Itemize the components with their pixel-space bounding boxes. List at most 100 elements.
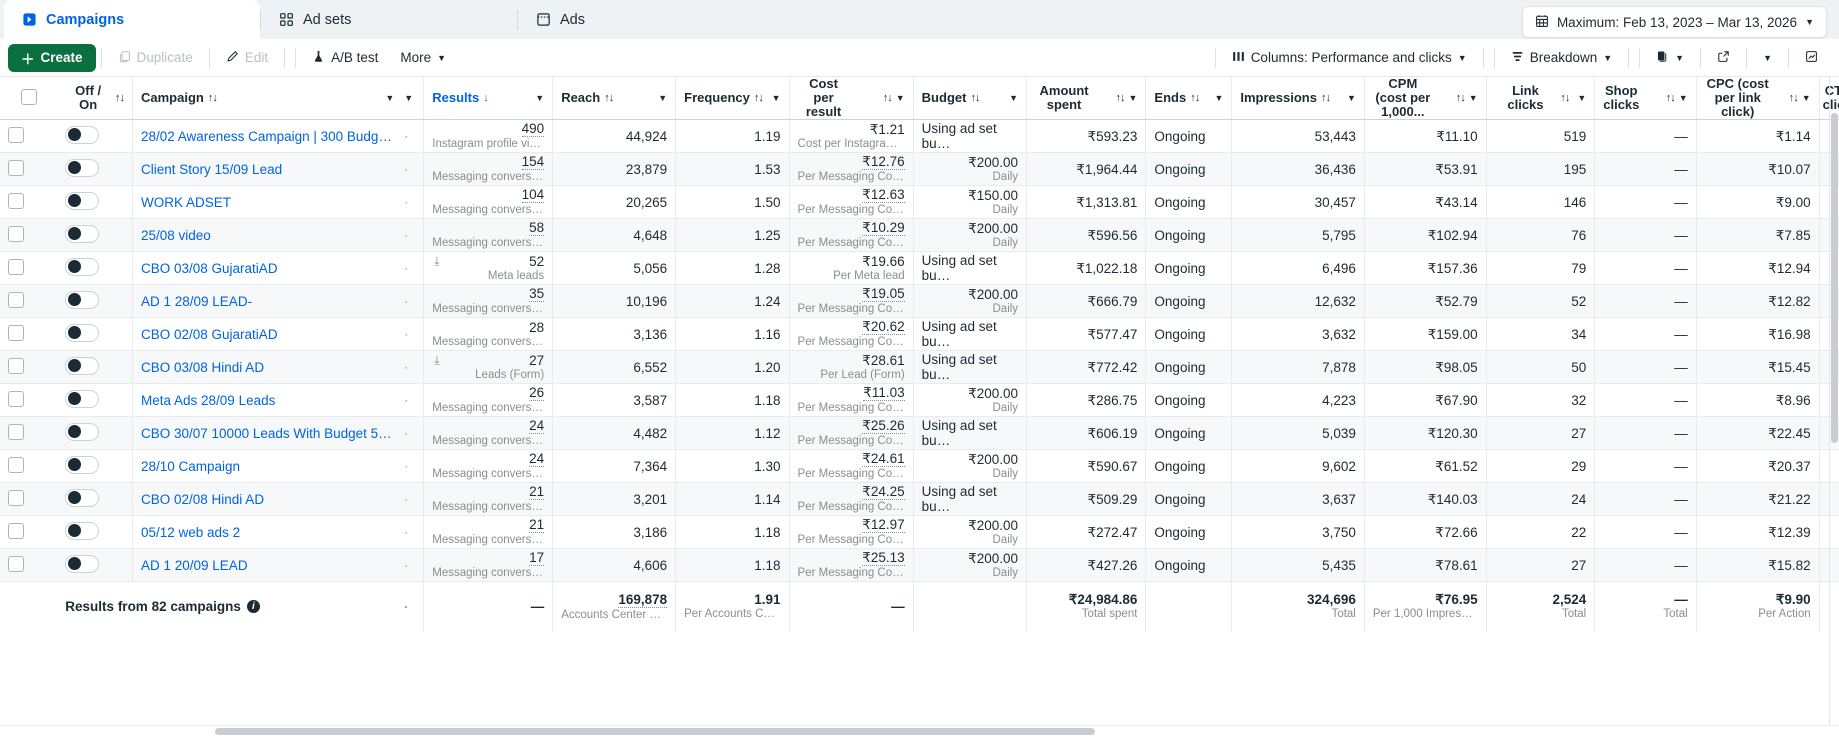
table-row[interactable]: 28/02 Awareness Campaign | 300 Budget | … bbox=[0, 119, 1839, 153]
campaign-name-cell[interactable]: CBO 30/07 10000 Leads With Budget 500 E… bbox=[132, 416, 403, 450]
row-toggle-cell[interactable] bbox=[57, 317, 134, 351]
column-menu-icon[interactable]: ▼ bbox=[1346, 93, 1356, 103]
date-range-picker[interactable]: Maximum: Feb 13, 2023 – Mar 13, 2026 ▼ bbox=[1521, 6, 1827, 38]
column-menu-icon[interactable]: ▼ bbox=[1678, 93, 1688, 103]
row-toggle-cell[interactable] bbox=[57, 416, 134, 450]
campaign-link[interactable]: AD 1 28/09 LEAD- bbox=[141, 293, 253, 309]
table-row[interactable]: CBO 03/08 Hindi AD · ⤓ 27 Leads (Form) 6,552 1… bbox=[0, 350, 1839, 384]
row-select-cell[interactable] bbox=[0, 152, 58, 186]
campaign-name-cell[interactable]: AD 1 28/09 LEAD- bbox=[132, 284, 403, 318]
create-button[interactable]: ＋ Create bbox=[8, 43, 96, 72]
campaign-name-cell[interactable]: 28/02 Awareness Campaign | 300 Budget | … bbox=[132, 119, 403, 153]
off-on-toggle[interactable] bbox=[65, 455, 100, 474]
row-toggle-cell[interactable] bbox=[57, 218, 134, 252]
reports-button[interactable]: ▼ bbox=[1645, 44, 1695, 72]
campaign-link[interactable]: 05/12 web ads 2 bbox=[141, 524, 241, 540]
row-toggle-cell[interactable] bbox=[57, 449, 134, 483]
row-toggle-cell[interactable] bbox=[57, 515, 134, 549]
campaign-link[interactable]: 25/08 video bbox=[141, 227, 211, 243]
campaign-link[interactable]: CBO 02/08 Hindi AD bbox=[141, 491, 265, 507]
off-on-toggle[interactable] bbox=[65, 521, 100, 540]
row-select-cell[interactable] bbox=[0, 449, 58, 483]
select-all-header[interactable] bbox=[0, 77, 58, 120]
campaign-name-cell[interactable]: Meta Ads 28/09 Leads bbox=[132, 383, 403, 417]
campaign-link[interactable]: CBO 02/08 GujaratiAD bbox=[141, 326, 278, 342]
column-menu-icon[interactable]: ▼ bbox=[535, 93, 545, 103]
off-on-toggle[interactable] bbox=[65, 257, 100, 276]
sort-icon[interactable]: ↑↓ bbox=[604, 92, 614, 104]
row-checkbox[interactable] bbox=[8, 390, 24, 407]
campaign-link[interactable]: Client Story 15/09 Lead bbox=[141, 161, 283, 177]
table-row[interactable]: 05/12 web ads 2 · 21 Messaging conversat… 3,… bbox=[0, 515, 1839, 549]
sort-icon[interactable]: ↑↓ bbox=[207, 92, 218, 104]
off-on-toggle[interactable] bbox=[65, 422, 100, 441]
row-select-cell[interactable] bbox=[0, 515, 58, 549]
row-checkbox[interactable] bbox=[8, 159, 24, 176]
row-checkbox[interactable] bbox=[8, 126, 24, 143]
row-checkbox[interactable] bbox=[8, 522, 24, 539]
table-row[interactable]: CBO 02/08 Hindi AD · 21 Messaging conversat… bbox=[0, 482, 1839, 516]
campaign-link[interactable]: WORK ADSET bbox=[141, 194, 232, 210]
row-select-cell[interactable] bbox=[0, 548, 58, 582]
row-toggle-cell[interactable] bbox=[57, 251, 134, 285]
export-button[interactable] bbox=[1706, 44, 1741, 72]
columns-button[interactable]: Columns: Performance and clicks ▼ bbox=[1221, 44, 1478, 72]
download-lead-icon[interactable]: ⤓ bbox=[434, 352, 440, 367]
campaign-name-cell[interactable]: CBO 03/08 Hindi AD bbox=[132, 350, 403, 384]
row-select-cell[interactable] bbox=[0, 218, 58, 252]
column-menu-icon[interactable]: ▼ bbox=[895, 93, 905, 103]
campaign-link[interactable]: CBO 03/08 GujaratiAD bbox=[141, 260, 278, 276]
column-menu-icon[interactable]: ▼ bbox=[385, 93, 395, 103]
horizontal-scrollbar[interactable] bbox=[0, 725, 1839, 736]
row-checkbox[interactable] bbox=[8, 291, 24, 308]
row-toggle-cell[interactable] bbox=[57, 284, 134, 318]
campaign-name-cell[interactable]: CBO 02/08 Hindi AD bbox=[132, 482, 403, 516]
row-checkbox[interactable] bbox=[8, 258, 24, 275]
ab-test-button[interactable]: A/B test bbox=[301, 44, 389, 72]
row-checkbox[interactable] bbox=[8, 225, 24, 242]
off-on-toggle[interactable] bbox=[65, 488, 100, 507]
campaign-link[interactable]: Meta Ads 28/09 Leads bbox=[141, 392, 276, 408]
off-on-toggle[interactable] bbox=[65, 158, 100, 177]
sort-icon[interactable]: ↑↓ bbox=[1190, 92, 1200, 104]
table-row[interactable]: AD 1 20/09 LEAD · 17 Messaging conversat… 4,… bbox=[0, 548, 1839, 582]
row-toggle-cell[interactable] bbox=[57, 350, 134, 384]
row-select-cell[interactable] bbox=[0, 185, 58, 219]
breakdown-button[interactable]: Breakdown ▼ bbox=[1500, 44, 1623, 72]
table-row[interactable]: AD 1 28/09 LEAD- · 35 Messaging conversat… 1… bbox=[0, 284, 1839, 318]
table-row[interactable]: CBO 02/08 GujaratiAD · 28 Messaging convers… bbox=[0, 317, 1839, 351]
row-select-cell[interactable] bbox=[0, 350, 58, 384]
off-on-toggle[interactable] bbox=[65, 554, 100, 573]
row-checkbox[interactable] bbox=[8, 357, 24, 374]
campaign-link[interactable]: CBO 30/07 10000 Leads With Budget 500 E… bbox=[141, 425, 395, 441]
column-menu-icon[interactable]: ▼ bbox=[1128, 93, 1138, 103]
row-select-cell[interactable] bbox=[0, 482, 58, 516]
off-on-toggle[interactable] bbox=[65, 356, 100, 375]
sort-icon[interactable]: ↑↓ bbox=[1560, 92, 1570, 104]
off-on-toggle[interactable] bbox=[65, 290, 100, 309]
sort-icon[interactable]: ↓ bbox=[483, 92, 488, 104]
vertical-scrollbar[interactable] bbox=[1830, 113, 1839, 583]
row-toggle-cell[interactable] bbox=[57, 482, 134, 516]
sort-icon[interactable]: ↑↓ bbox=[753, 92, 764, 104]
campaign-name-cell[interactable]: Client Story 15/09 Lead bbox=[132, 152, 403, 186]
row-select-cell[interactable] bbox=[0, 416, 58, 450]
sort-icon[interactable]: ↑↓ bbox=[1788, 92, 1799, 104]
campaign-link[interactable]: CBO 03/08 Hindi AD bbox=[141, 359, 265, 375]
off-on-toggle[interactable] bbox=[65, 389, 100, 408]
sort-icon[interactable]: ↑↓ bbox=[1455, 92, 1466, 104]
row-toggle-cell[interactable] bbox=[57, 548, 134, 582]
export-options-button[interactable]: ▼ bbox=[1752, 44, 1783, 72]
campaign-name-cell[interactable]: CBO 03/08 GujaratiAD bbox=[132, 251, 403, 285]
campaign-name-cell[interactable]: 05/12 web ads 2 bbox=[132, 515, 403, 549]
tab-ad-sets[interactable]: Ad sets bbox=[261, 0, 517, 39]
campaign-link[interactable]: 28/02 Awareness Campaign | 300 Budget | … bbox=[141, 128, 395, 144]
sort-icon[interactable]: ↑↓ bbox=[1115, 92, 1126, 104]
row-checkbox[interactable] bbox=[8, 423, 24, 440]
campaign-name-cell[interactable]: WORK ADSET bbox=[132, 185, 403, 219]
table-row[interactable]: CBO 03/08 GujaratiAD · ⤓ 52 Meta leads 5,056 1… bbox=[0, 251, 1839, 285]
row-select-cell[interactable] bbox=[0, 317, 58, 351]
campaign-name-cell[interactable]: 25/08 video bbox=[132, 218, 403, 252]
column-menu-icon[interactable]: ▼ bbox=[658, 93, 668, 103]
duplicate-button[interactable]: Duplicate bbox=[107, 44, 204, 72]
